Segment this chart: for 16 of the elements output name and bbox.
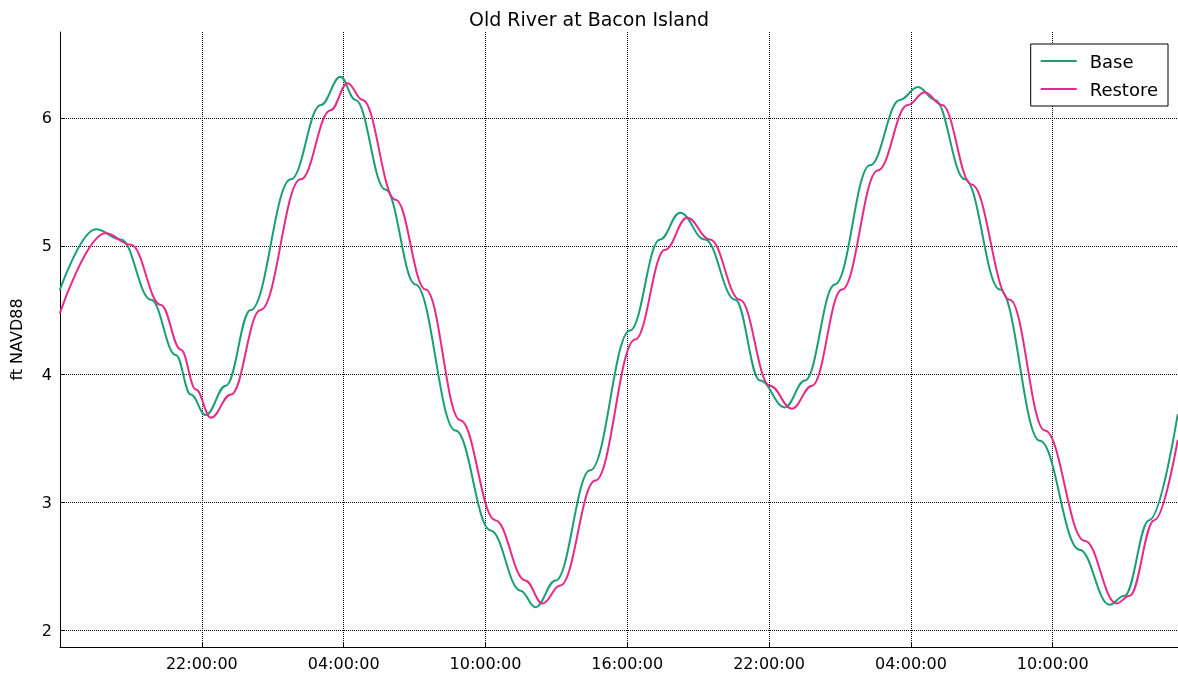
x-tick-label: 16:00:00 (591, 653, 664, 673)
x-tick-label: 22:00:00 (733, 653, 806, 673)
x-tick-label: 04:00:00 (307, 653, 380, 673)
y-tick-label: 4 (41, 364, 52, 384)
x-tick-label: 22:00:00 (165, 653, 238, 673)
y-axis-title: ft NAVD88 (6, 298, 26, 381)
x-tick-label: 10:00:00 (1016, 653, 1089, 673)
legend-label: Restore (1089, 78, 1159, 100)
y-tick-label: 3 (41, 492, 52, 512)
legend-label: Base (1089, 50, 1134, 72)
x-tick-label: 04:00:00 (874, 653, 947, 673)
y-tick-label: 2 (41, 620, 52, 640)
y-tick-label: 5 (41, 236, 52, 256)
y-tick-label: 6 (41, 108, 52, 128)
x-tick-label: 10:00:00 (449, 653, 522, 673)
chart-title: Old River at Bacon Island (468, 7, 710, 30)
